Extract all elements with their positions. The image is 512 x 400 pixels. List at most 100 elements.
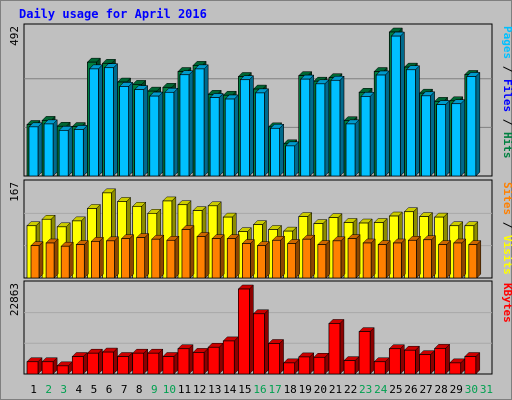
chart-title: Daily usage for April 2016	[19, 7, 207, 21]
hits-files-pages-bar-pages-30	[466, 76, 477, 177]
kbytes-bar-kbytes-21-side	[339, 318, 345, 375]
x-tick-label-10: 10	[163, 383, 176, 396]
kbytes-bar-kbytes-13-side	[218, 342, 224, 375]
visits-sites-bar-sites-27	[423, 239, 432, 279]
visits-sites-bar-sites-15-side	[250, 238, 255, 279]
x-tick-label-28: 28	[435, 383, 448, 396]
kbytes-series-label: KBytes	[501, 283, 512, 323]
hits-files-pages-bar-pages-29	[451, 103, 462, 177]
hits-files-pages-bar-pages-7-side	[128, 81, 133, 177]
kbytes-bar-kbytes-5	[87, 352, 99, 375]
hits-files-pages-bar-pages-14-side	[234, 94, 239, 177]
kbytes-bar-kbytes-29	[449, 362, 462, 375]
x-tick-label-7: 7	[121, 383, 128, 396]
hits-files-pages-bar-pages-19-side	[309, 74, 314, 177]
visits-sites-bar-sites-12-side	[204, 231, 210, 279]
visits-sites-bar-sites-9	[151, 238, 161, 279]
hits-files-pages-bar-pages-5-side	[98, 64, 103, 177]
kbytes-bar-kbytes-23	[358, 331, 371, 375]
x-tick-label-6: 6	[106, 383, 113, 396]
visits-sites-bar-sites-14-side	[235, 234, 240, 279]
kbytes-bar-kbytes-1	[26, 361, 39, 375]
visits-sites-bar-sites-16	[257, 245, 266, 279]
hits-files-pages-bar-pages-17-side	[279, 123, 284, 177]
hits-files-pages-bar-pages-11	[179, 74, 190, 177]
hits-files-pages-bar-pages-25	[390, 35, 401, 177]
visits-sites-bar-sites-4-side	[84, 239, 89, 279]
hits-files-pages-bar-pages-2-side	[52, 119, 58, 177]
visits-sites-bar-sites-20	[317, 244, 327, 279]
x-tick-label-2: 2	[45, 383, 52, 396]
hits-files-pages-bar-pages-9-side	[158, 91, 164, 177]
visits-sites-bar-sites-23	[362, 242, 372, 279]
hits-files-pages-bar-pages-27-side	[430, 91, 435, 177]
kbytes-bar-kbytes-17-side	[279, 338, 284, 375]
hits-files-pages-bar-pages-8-side	[143, 85, 148, 177]
visits-sites-bar-sites-3	[60, 245, 70, 279]
kbytes-bar-kbytes-14-side	[234, 336, 239, 375]
visits-sites-bar-sites-17	[272, 239, 281, 279]
kbytes-bar-kbytes-7	[117, 356, 129, 375]
hits-files-pages-series-label-part-3: /	[501, 112, 512, 132]
x-tick-label-18: 18	[284, 383, 297, 396]
hits-files-pages-bar-pages-30-side	[475, 71, 481, 177]
visits-sites-bar-sites-5	[91, 241, 100, 279]
visits-sites-bar-sites-30	[468, 244, 478, 279]
x-tick-label-30: 30	[465, 383, 478, 396]
visits-sites-bar-sites-8-side	[144, 232, 149, 279]
visits-sites-bar-sites-13	[211, 238, 221, 279]
kbytes-bar-kbytes-16-side	[264, 309, 269, 375]
kbytes-series-label-part-0: KBytes	[501, 283, 512, 323]
visits-sites-series-label-part-1: /	[501, 215, 512, 235]
x-tick-label-17: 17	[268, 383, 281, 396]
visits-sites-bar-sites-1	[30, 245, 40, 279]
x-tick-label-26: 26	[404, 383, 417, 396]
hits-files-pages-bar-pages-20	[315, 83, 326, 177]
kbytes-bar-kbytes-16	[253, 313, 265, 375]
visits-sites-bar-sites-7	[121, 238, 130, 279]
x-tick-label-9: 9	[151, 383, 158, 396]
hits-files-pages-bar-pages-18-side	[294, 141, 299, 177]
visits-sites-bar-sites-4	[75, 244, 85, 279]
kbytes-bar-kbytes-23-side	[369, 327, 375, 375]
visits-sites-bar-sites-2-side	[53, 238, 59, 279]
x-tick-label-16: 16	[253, 383, 266, 396]
visits-sites-bar-sites-23-side	[370, 238, 376, 279]
visits-sites-bar-sites-10	[166, 239, 176, 279]
kbytes-bar-kbytes-27	[419, 354, 431, 375]
kbytes-bar-kbytes-21	[328, 323, 341, 375]
kbytes-bar-kbytes-15	[238, 288, 250, 375]
kbytes-bar-kbytes-28	[434, 347, 446, 375]
hits-files-pages-series-label-part-2: Files	[501, 79, 512, 112]
visits-sites-series-label-part-0: Sites	[501, 182, 512, 215]
hits-files-pages-bar-pages-15	[240, 79, 250, 177]
hits-files-pages-bar-pages-4-side	[83, 124, 88, 177]
kbytes-bar-kbytes-12	[192, 352, 205, 375]
hits-files-pages-bar-pages-22-side	[354, 119, 360, 177]
hits-files-pages-bar-pages-11-side	[188, 70, 194, 177]
hits-files-pages-bar-pages-24	[375, 74, 386, 177]
hits-files-pages-bar-pages-18	[285, 145, 295, 177]
hits-files-pages-bar-pages-23-side	[369, 91, 375, 177]
visits-sites-bar-sites-6	[106, 240, 115, 279]
hits-files-pages-bar-pages-16	[255, 92, 265, 177]
visits-sites-bar-sites-22-side	[355, 234, 361, 279]
visits-sites-bar-sites-25	[392, 242, 402, 279]
x-tick-label-8: 8	[136, 383, 143, 396]
x-tick-label-1: 1	[30, 383, 37, 396]
x-tick-label-11: 11	[178, 383, 191, 396]
hits-files-pages-bar-pages-23	[360, 96, 371, 177]
visits-sites-bar-sites-27-side	[431, 235, 436, 279]
hits-files-pages-bar-pages-8	[134, 89, 145, 177]
visits-sites-bar-sites-25-side	[401, 238, 406, 279]
x-tick-label-14: 14	[223, 383, 237, 396]
kbytes-bar-kbytes-11	[177, 348, 190, 375]
visits-sites-ymax-label: 167	[8, 182, 21, 202]
visits-sites-bar-sites-21	[332, 240, 342, 279]
x-tick-label-23: 23	[359, 383, 372, 396]
hits-files-pages-series-label-part-1: /	[501, 59, 512, 79]
x-tick-label-31: 31	[480, 383, 493, 396]
hits-files-pages-bar-pages-10-side	[173, 87, 179, 177]
hits-files-pages-bar-pages-9	[149, 95, 160, 177]
hits-files-pages-bar-pages-28-side	[445, 99, 450, 177]
